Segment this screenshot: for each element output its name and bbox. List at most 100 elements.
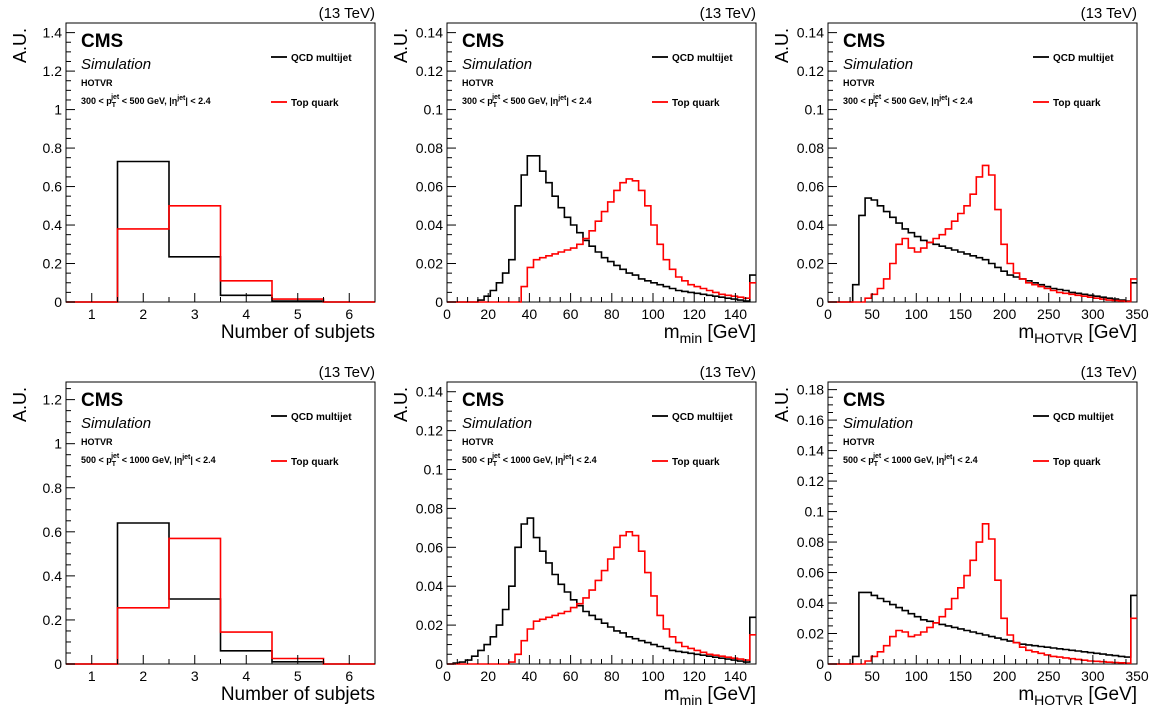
chart-panel-6: 0 50 100 150 200 250 300 350 0 0.02 0.04 0.06 0.08 0.… [772, 364, 1149, 708]
y-tick-label: 0.04 [416, 217, 443, 233]
y-axis-label: A.U. [10, 387, 30, 422]
x-tick-label: 100 [641, 668, 665, 684]
algorithm-label: HOTVR [462, 78, 494, 88]
y-tick-label: 1.2 [43, 63, 63, 79]
simulation-label: Simulation [843, 415, 913, 432]
cms-label: CMS [462, 31, 504, 52]
x-tick-label: 120 [683, 306, 707, 322]
legend-label-top: Top quark [291, 457, 339, 468]
x-tick-label: 300 [1081, 306, 1105, 322]
y-tick-label: 0 [816, 294, 824, 310]
x-tick-label: 140 [724, 306, 748, 322]
x-tick-label: 1 [88, 668, 96, 684]
x-tick-label: 20 [480, 668, 496, 684]
chart-panel-3: 0 50 100 150 200 250 300 350 0 0.02 0.04 0.06 0.08 0.… [772, 5, 1149, 346]
x-tick-label: 80 [604, 668, 620, 684]
series-top-histogram [447, 178, 756, 303]
series-top-histogram [447, 531, 756, 665]
y-tick-label: 0.12 [797, 63, 824, 79]
chart-panel-5: 0 20 40 60 80 100 120 140 0 0.02 0.04 0.06 0.08 0.1 0.… [391, 364, 757, 708]
x-tick-label: 150 [949, 668, 973, 684]
y-tick-label: 0.4 [43, 568, 63, 584]
y-tick-label: 0 [435, 294, 443, 310]
selection-label: 300 < pTjet < 500 GeV, |ηjet| < 2.4 [843, 94, 973, 109]
x-tick-label: 40 [522, 668, 538, 684]
y-tick-label: 0.8 [43, 140, 63, 156]
x-tick-label: 250 [1037, 668, 1061, 684]
algorithm-label: HOTVR [843, 437, 875, 447]
x-tick-label: 2 [139, 668, 147, 684]
x-tick-label: 350 [1125, 306, 1149, 322]
energy-label: (13 TeV) [319, 364, 375, 381]
x-axis-label: mmin [GeV] [664, 684, 756, 708]
cms-label: CMS [843, 390, 885, 411]
legend-label-qcd: QCD multijet [1053, 412, 1114, 423]
chart-panel-4: 1 2 3 4 5 6 0 0.2 0.4 0.6 0.8 1 1.2 A.U. Number of sub… [10, 364, 376, 705]
legend-label-top: Top quark [672, 457, 720, 468]
y-tick-label: 0.08 [797, 534, 824, 550]
y-tick-label: 1 [54, 436, 62, 452]
x-tick-label: 5 [294, 668, 302, 684]
x-tick-label: 0 [824, 306, 832, 322]
x-tick-label: 20 [480, 306, 496, 322]
y-axis-label: A.U. [772, 387, 792, 422]
x-tick-label: 80 [604, 306, 620, 322]
y-tick-label: 0.2 [43, 256, 63, 272]
y-tick-label: 0.12 [797, 473, 824, 489]
x-tick-label: 100 [905, 306, 929, 322]
y-tick-label: 0.02 [797, 626, 824, 642]
y-axis-label: A.U. [772, 28, 792, 63]
cms-label: CMS [462, 390, 504, 411]
series-top-histogram [828, 164, 1137, 303]
x-axis-label: Number of subjets [221, 684, 375, 705]
y-tick-label: 0.12 [416, 423, 443, 439]
y-tick-label: 0.08 [416, 500, 443, 516]
x-tick-label: 350 [1125, 668, 1149, 684]
x-tick-label: 100 [905, 668, 929, 684]
y-tick-label: 0 [54, 294, 62, 310]
x-tick-label: 200 [993, 306, 1017, 322]
x-tick-label: 40 [522, 306, 538, 322]
y-tick-label: 0.6 [43, 179, 63, 195]
energy-label: (13 TeV) [1081, 364, 1137, 381]
cms-label: CMS [81, 31, 123, 52]
y-tick-label: 0.14 [416, 25, 443, 41]
y-tick-label: 0.08 [416, 140, 443, 156]
x-tick-label: 5 [294, 306, 302, 322]
series-qcd-histogram [447, 517, 756, 665]
y-tick-label: 0.14 [416, 384, 443, 400]
y-tick-label: 0.02 [416, 256, 443, 272]
legend-label-top: Top quark [672, 98, 720, 109]
y-tick-label: 0.18 [797, 382, 824, 398]
selection-label: 300 < pTjet < 500 GeV, |ηjet| < 2.4 [462, 94, 592, 109]
x-tick-label: 6 [345, 668, 353, 684]
y-axis-label: A.U. [391, 387, 411, 422]
x-tick-label: 200 [993, 668, 1017, 684]
y-tick-label: 0.04 [797, 217, 824, 233]
selection-label: 500 < pTjet < 1000 GeV, |ηjet| < 2.4 [462, 453, 597, 468]
x-tick-label: 4 [242, 306, 250, 322]
y-tick-label: 0.14 [797, 25, 824, 41]
legend-label-qcd: QCD multijet [291, 53, 352, 64]
y-tick-label: 0.8 [43, 480, 63, 496]
y-tick-label: 1.4 [43, 25, 63, 41]
algorithm-label: HOTVR [81, 437, 113, 447]
energy-label: (13 TeV) [1081, 5, 1137, 22]
cms-label: CMS [843, 31, 885, 52]
x-tick-label: 100 [641, 306, 665, 322]
x-tick-label: 60 [563, 306, 579, 322]
simulation-label: Simulation [843, 56, 913, 73]
legend-label-qcd: QCD multijet [291, 412, 352, 423]
energy-label: (13 TeV) [319, 5, 375, 22]
y-tick-label: 0.1 [424, 462, 444, 478]
selection-label: 500 < pTjet < 1000 GeV, |ηjet| < 2.4 [81, 453, 216, 468]
x-tick-label: 3 [191, 306, 199, 322]
simulation-label: Simulation [81, 415, 151, 432]
x-tick-label: 150 [949, 306, 973, 322]
y-tick-label: 0 [816, 656, 824, 672]
x-tick-label: 2 [139, 306, 147, 322]
series-qcd-histogram [828, 197, 1137, 303]
legend-label-qcd: QCD multijet [672, 412, 733, 423]
x-tick-label: 0 [824, 668, 832, 684]
